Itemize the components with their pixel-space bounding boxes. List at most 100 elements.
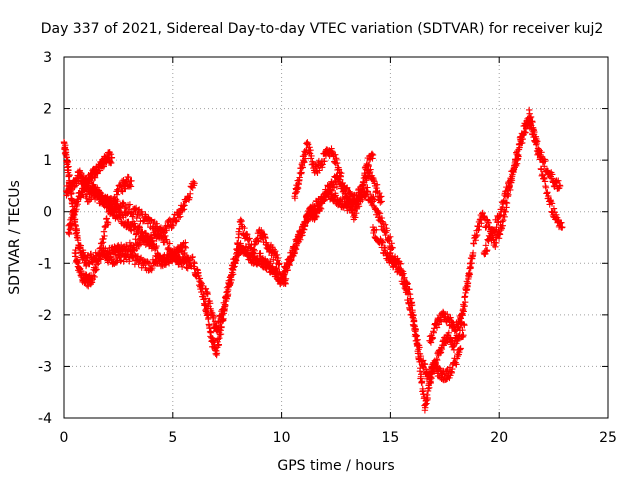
plot-frame xyxy=(63,56,609,419)
data-point xyxy=(550,205,558,212)
data-point xyxy=(488,237,495,244)
data-point xyxy=(74,236,82,244)
data-point xyxy=(83,281,91,289)
data-point xyxy=(475,226,482,234)
data-point xyxy=(191,180,198,187)
data-point xyxy=(352,214,359,221)
data-point xyxy=(304,141,312,148)
data-point xyxy=(461,298,469,306)
data-point xyxy=(228,276,235,284)
data-point xyxy=(182,244,190,252)
data-point xyxy=(301,159,308,166)
data-point xyxy=(234,247,241,254)
data-point xyxy=(379,239,386,246)
data-point xyxy=(100,235,107,242)
data-point xyxy=(68,214,75,222)
data-point xyxy=(214,326,221,333)
data-point xyxy=(280,274,287,281)
data-point xyxy=(196,275,204,282)
data-point xyxy=(419,357,427,364)
data-point xyxy=(210,314,217,321)
data-point xyxy=(366,190,374,198)
data-point xyxy=(308,152,315,160)
data-point xyxy=(397,260,404,268)
y-tick-label: -3 xyxy=(38,359,52,375)
data-point xyxy=(251,247,258,254)
data-point xyxy=(460,302,468,310)
series-track-12 xyxy=(369,223,468,414)
data-point xyxy=(373,181,381,188)
data-point xyxy=(463,287,470,294)
data-point xyxy=(414,336,421,343)
data-point xyxy=(364,166,371,173)
data-point xyxy=(321,157,328,165)
y-tick-label: -2 xyxy=(38,308,52,324)
x-axis-title: GPS time / hours xyxy=(277,458,394,474)
data-point xyxy=(90,272,97,279)
data-point xyxy=(299,164,306,171)
data-point xyxy=(222,302,229,310)
data-point xyxy=(364,173,372,180)
data-point xyxy=(215,341,223,348)
data-point xyxy=(200,296,207,303)
data-point xyxy=(233,245,241,253)
data-point xyxy=(72,250,80,257)
data-point xyxy=(370,193,377,201)
data-point xyxy=(170,222,177,229)
data-point xyxy=(548,200,556,207)
data-point xyxy=(258,227,265,234)
data-point xyxy=(333,183,341,190)
data-point xyxy=(427,339,435,346)
data-point xyxy=(98,192,106,199)
data-point xyxy=(93,194,101,202)
data-point xyxy=(504,187,511,194)
y-axis-title: SDTVAR / TECUs xyxy=(7,180,23,295)
data-point xyxy=(455,324,463,332)
series-track-13 xyxy=(387,246,477,383)
data-point xyxy=(445,329,453,336)
data-point xyxy=(338,169,345,177)
data-point xyxy=(317,205,325,213)
data-point xyxy=(470,240,478,247)
data-point xyxy=(482,242,490,249)
data-point xyxy=(426,384,433,391)
data-point xyxy=(400,270,407,277)
data-point xyxy=(531,128,538,136)
data-point xyxy=(522,129,529,136)
data-point xyxy=(395,263,402,271)
data-point xyxy=(416,344,423,351)
data-point xyxy=(66,172,73,179)
data-point xyxy=(97,252,104,260)
data-point xyxy=(404,280,411,287)
data-point xyxy=(126,258,133,265)
data-point xyxy=(125,174,132,181)
data-point xyxy=(181,202,188,209)
data-point xyxy=(412,325,419,333)
data-point xyxy=(410,311,417,319)
y-tick-label: 3 xyxy=(43,50,52,66)
data-point xyxy=(294,238,302,245)
data-point xyxy=(476,223,483,230)
data-point xyxy=(273,251,281,259)
x-tick-label: 25 xyxy=(599,430,617,446)
data-point xyxy=(235,234,242,241)
data-point xyxy=(210,337,218,344)
data-point xyxy=(355,203,363,210)
data-point xyxy=(290,252,297,260)
data-point xyxy=(376,210,384,217)
data-point xyxy=(197,281,205,288)
data-point xyxy=(427,370,435,377)
data-point xyxy=(226,281,234,289)
series-track-4 xyxy=(71,173,135,290)
data-point xyxy=(94,193,102,200)
data-point xyxy=(387,246,395,253)
data-point xyxy=(127,242,134,250)
data-point xyxy=(492,243,499,251)
data-point xyxy=(459,312,466,319)
data-point xyxy=(94,188,101,196)
data-point xyxy=(149,264,156,272)
data-point xyxy=(91,273,98,281)
series-track-11 xyxy=(291,139,377,223)
data-point xyxy=(478,220,485,227)
